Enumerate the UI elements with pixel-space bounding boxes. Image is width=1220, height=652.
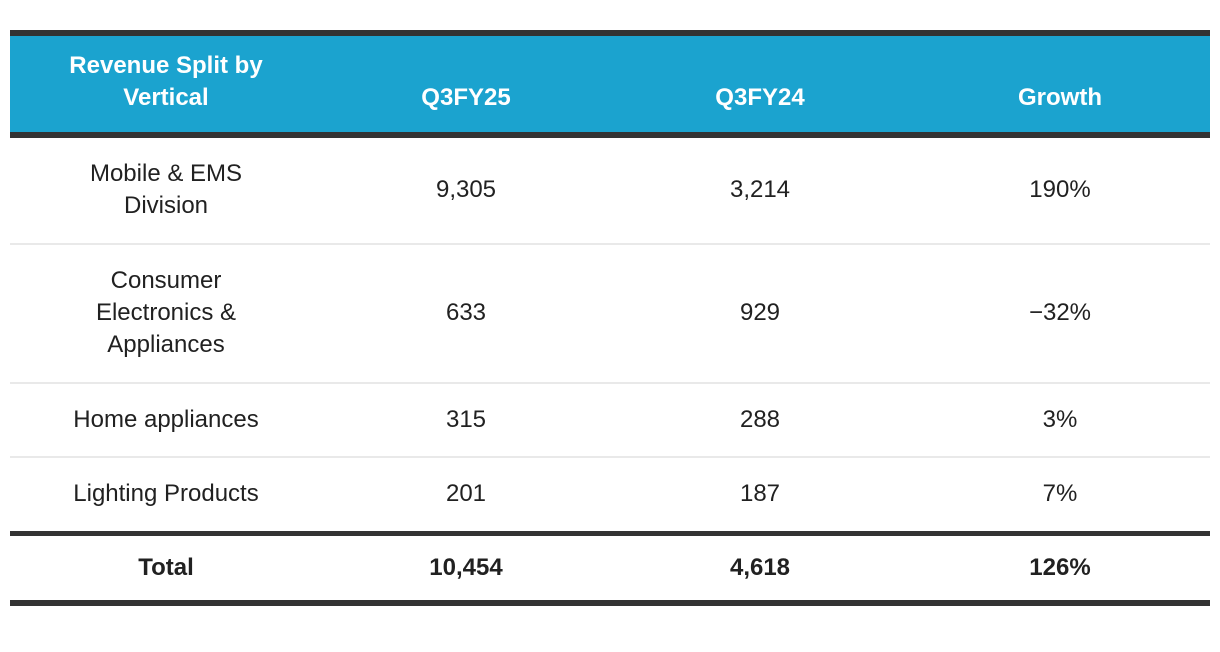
header-cell-q3fy25: Q3FY25	[322, 30, 610, 138]
cell-growth: 7%	[910, 457, 1210, 535]
cell-q3fy25: 633	[322, 243, 610, 384]
cell-growth: 190%	[910, 134, 1210, 245]
row-label: Consumer Electronics & Appliances	[10, 243, 322, 384]
header-cell-growth: Growth	[910, 30, 1210, 138]
row-label: Home appliances	[10, 382, 322, 459]
cell-q3fy25: 315	[322, 382, 610, 459]
cell-q3fy25: 9,305	[322, 134, 610, 245]
cell-q3fy24: 288	[610, 382, 910, 459]
revenue-split-table-container: Revenue Split by Vertical Q3FY25 Q3FY24 …	[10, 30, 1210, 606]
header-row: Revenue Split by Vertical Q3FY25 Q3FY24 …	[10, 30, 1210, 138]
cell-q3fy24: 187	[610, 457, 910, 535]
cell-q3fy25: 201	[322, 457, 610, 535]
revenue-split-table: Revenue Split by Vertical Q3FY25 Q3FY24 …	[10, 30, 1210, 606]
table-header: Revenue Split by Vertical Q3FY25 Q3FY24 …	[10, 30, 1210, 138]
cell-growth: −32%	[910, 243, 1210, 384]
header-cell-vertical: Revenue Split by Vertical	[10, 30, 322, 138]
total-cell-q3fy24: 4,618	[610, 530, 910, 606]
table-row-lighting-products: Lighting Products 201 187 7%	[10, 457, 1210, 535]
total-cell-growth: 126%	[910, 530, 1210, 606]
total-cell-q3fy25: 10,454	[322, 530, 610, 606]
cell-q3fy24: 3,214	[610, 134, 910, 245]
total-label: Total	[10, 530, 322, 606]
table-row-total: Total 10,454 4,618 126%	[10, 530, 1210, 606]
row-label: Lighting Products	[10, 457, 322, 535]
table-row-consumer-electronics: Consumer Electronics & Appliances 633 92…	[10, 243, 1210, 384]
header-cell-q3fy24: Q3FY24	[610, 30, 910, 138]
row-label: Mobile & EMS Division	[10, 134, 322, 245]
cell-growth: 3%	[910, 382, 1210, 459]
table-row-home-appliances: Home appliances 315 288 3%	[10, 382, 1210, 459]
table-body: Mobile & EMS Division 9,305 3,214 190% C…	[10, 134, 1210, 606]
table-row-mobile-ems: Mobile & EMS Division 9,305 3,214 190%	[10, 134, 1210, 245]
cell-q3fy24: 929	[610, 243, 910, 384]
